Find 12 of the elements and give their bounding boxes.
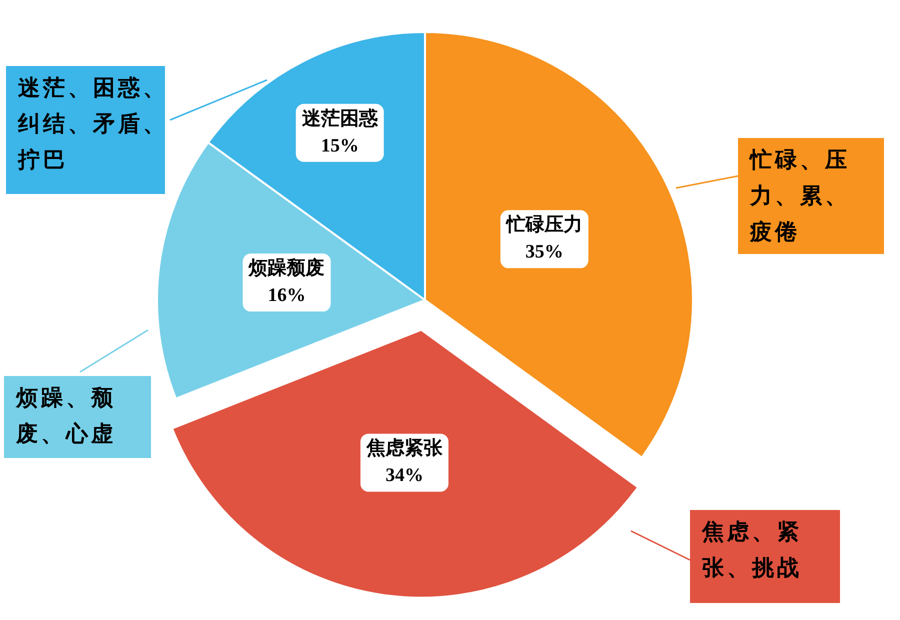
slice-label: 忙碌压力 (505, 214, 582, 236)
callout-box: 迷茫、困惑、纠结、矛盾、拧巴 (6, 66, 165, 194)
data-label: 16% (268, 284, 306, 306)
data-label: 34% (385, 465, 424, 486)
callout-box: 烦躁、颓废、心虚 (4, 376, 151, 458)
slice-label: 焦虑紧张 (365, 437, 444, 460)
data-label: 35% (525, 242, 564, 263)
data-label: 15% (320, 135, 359, 156)
callout-box: 忙碌、压力、累、疲倦 (738, 138, 884, 254)
callout-box: 焦虑、紧张、挑战 (690, 510, 840, 603)
slice-label: 迷茫困惑 (300, 107, 378, 130)
slice-label: 烦躁颓废 (248, 256, 325, 279)
